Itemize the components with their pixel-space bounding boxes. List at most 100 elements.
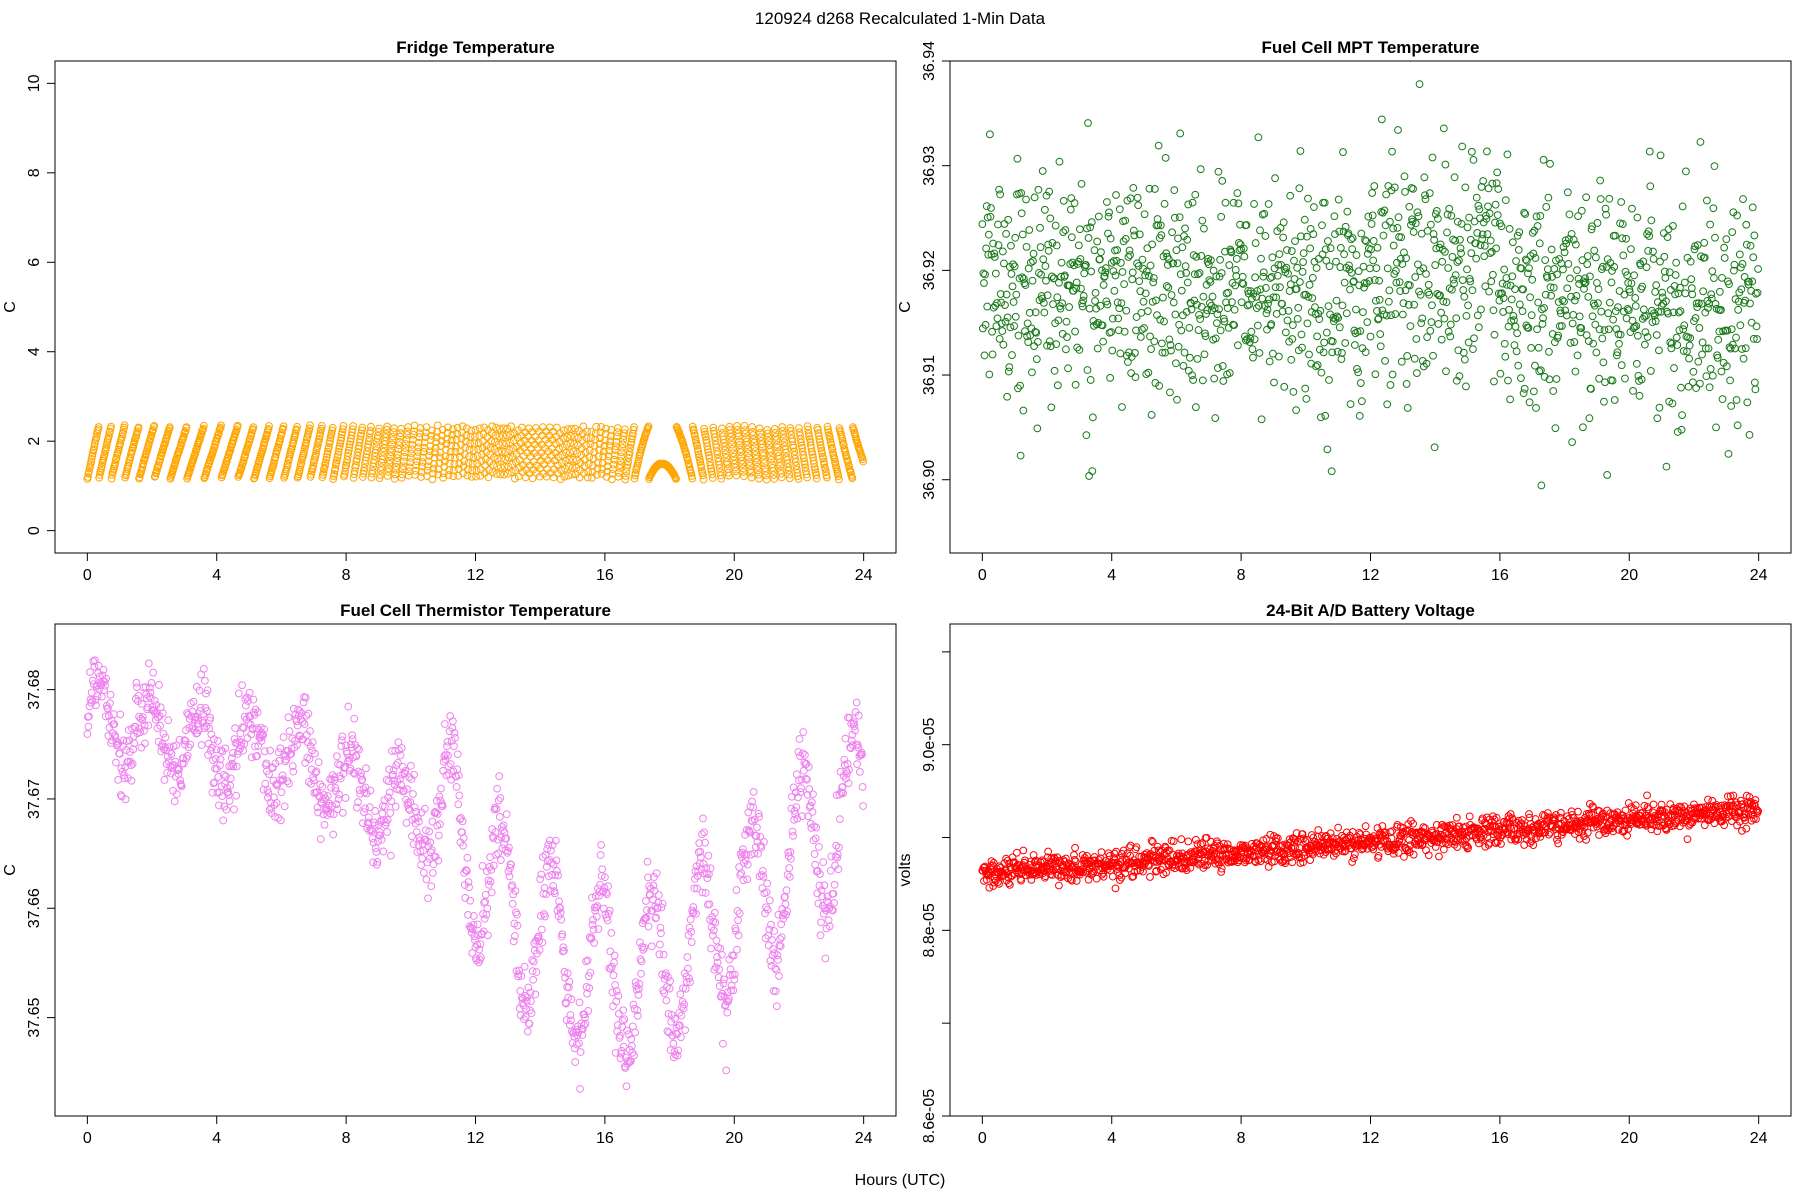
data-point bbox=[1216, 255, 1224, 264]
data-point bbox=[386, 809, 395, 817]
data-point bbox=[1334, 195, 1343, 204]
data-point bbox=[1641, 328, 1650, 337]
data-point bbox=[277, 788, 286, 797]
data-point bbox=[597, 422, 606, 431]
data-point bbox=[1742, 220, 1751, 229]
data-point bbox=[678, 1002, 686, 1011]
data-point bbox=[1082, 431, 1091, 440]
data-point bbox=[1586, 272, 1594, 281]
data-point bbox=[1121, 234, 1130, 243]
data-point bbox=[494, 447, 503, 456]
data-point bbox=[755, 424, 764, 433]
data-point bbox=[830, 898, 838, 907]
data-point bbox=[153, 724, 162, 733]
data-point bbox=[1657, 307, 1665, 316]
data-point bbox=[331, 784, 340, 792]
data-point bbox=[1094, 212, 1103, 221]
data-point bbox=[1142, 267, 1151, 276]
data-point bbox=[1568, 319, 1577, 328]
data-point bbox=[1008, 351, 1016, 359]
data-point bbox=[1539, 155, 1548, 164]
data-point bbox=[1093, 344, 1102, 353]
data-point bbox=[1711, 233, 1719, 242]
data-point bbox=[734, 916, 742, 925]
data-point bbox=[596, 851, 605, 859]
data-point bbox=[1743, 398, 1752, 407]
data-point bbox=[1445, 204, 1454, 213]
data-point bbox=[759, 872, 768, 881]
data-point bbox=[606, 947, 615, 956]
data-point bbox=[671, 1014, 679, 1023]
data-point bbox=[1242, 221, 1251, 229]
data-point bbox=[705, 900, 714, 909]
data-point bbox=[1004, 367, 1013, 376]
data-point bbox=[1572, 292, 1581, 300]
data-point bbox=[858, 750, 866, 759]
y-tick-label: 4 bbox=[26, 347, 43, 356]
data-point bbox=[147, 694, 155, 703]
data-point bbox=[1257, 415, 1266, 424]
data-point bbox=[747, 816, 756, 825]
data-point bbox=[1622, 234, 1630, 243]
data-point bbox=[687, 927, 696, 936]
data-point bbox=[617, 452, 625, 461]
data-point bbox=[1008, 853, 1017, 862]
data-point bbox=[1754, 265, 1763, 273]
data-point bbox=[1093, 237, 1102, 246]
data-point bbox=[1578, 256, 1587, 265]
data-point bbox=[1023, 332, 1031, 341]
data-point bbox=[820, 460, 829, 469]
data-point bbox=[618, 1016, 627, 1025]
data-point bbox=[1536, 212, 1545, 220]
data-point bbox=[796, 788, 805, 796]
data-point bbox=[731, 926, 740, 935]
data-point bbox=[453, 429, 462, 438]
data-point bbox=[264, 788, 273, 797]
data-point bbox=[417, 861, 425, 869]
data-point bbox=[1671, 271, 1680, 279]
data-point bbox=[1597, 307, 1606, 316]
data-point bbox=[1697, 299, 1706, 308]
data-point bbox=[739, 468, 748, 476]
data-point bbox=[1251, 239, 1260, 247]
data-point bbox=[338, 808, 347, 817]
data-point bbox=[1554, 331, 1563, 340]
data-point bbox=[1464, 301, 1472, 310]
data-point bbox=[302, 711, 311, 720]
data-point bbox=[796, 752, 804, 760]
data-point bbox=[980, 279, 988, 287]
data-point bbox=[511, 466, 520, 475]
x-tick-label: 20 bbox=[1620, 567, 1638, 584]
data-point bbox=[1514, 361, 1523, 370]
data-point bbox=[808, 808, 817, 816]
data-point bbox=[1181, 224, 1189, 233]
data-point bbox=[549, 860, 558, 869]
data-point bbox=[1270, 857, 1279, 866]
data-point bbox=[226, 781, 235, 790]
data-point bbox=[758, 448, 767, 457]
data-point bbox=[1373, 307, 1381, 315]
data-point bbox=[762, 888, 771, 897]
data-point bbox=[785, 474, 794, 483]
data-point bbox=[693, 884, 701, 893]
data-point bbox=[407, 775, 416, 783]
data-point bbox=[1548, 330, 1557, 338]
data-point bbox=[1736, 263, 1745, 272]
data-point bbox=[1727, 325, 1736, 334]
data-point bbox=[1505, 305, 1513, 314]
data-point bbox=[499, 821, 508, 830]
data-point bbox=[1187, 305, 1196, 314]
data-point bbox=[120, 774, 129, 783]
data-point bbox=[1219, 314, 1228, 323]
data-point bbox=[1016, 381, 1024, 390]
data-point bbox=[455, 815, 464, 824]
data-point bbox=[475, 432, 484, 440]
data-point bbox=[358, 473, 367, 481]
data-point bbox=[1273, 271, 1282, 280]
data-point bbox=[1738, 260, 1747, 268]
data-point bbox=[1211, 414, 1220, 422]
data-point bbox=[652, 913, 660, 922]
data-point bbox=[749, 788, 758, 796]
data-point bbox=[377, 835, 386, 844]
data-point bbox=[985, 883, 994, 892]
